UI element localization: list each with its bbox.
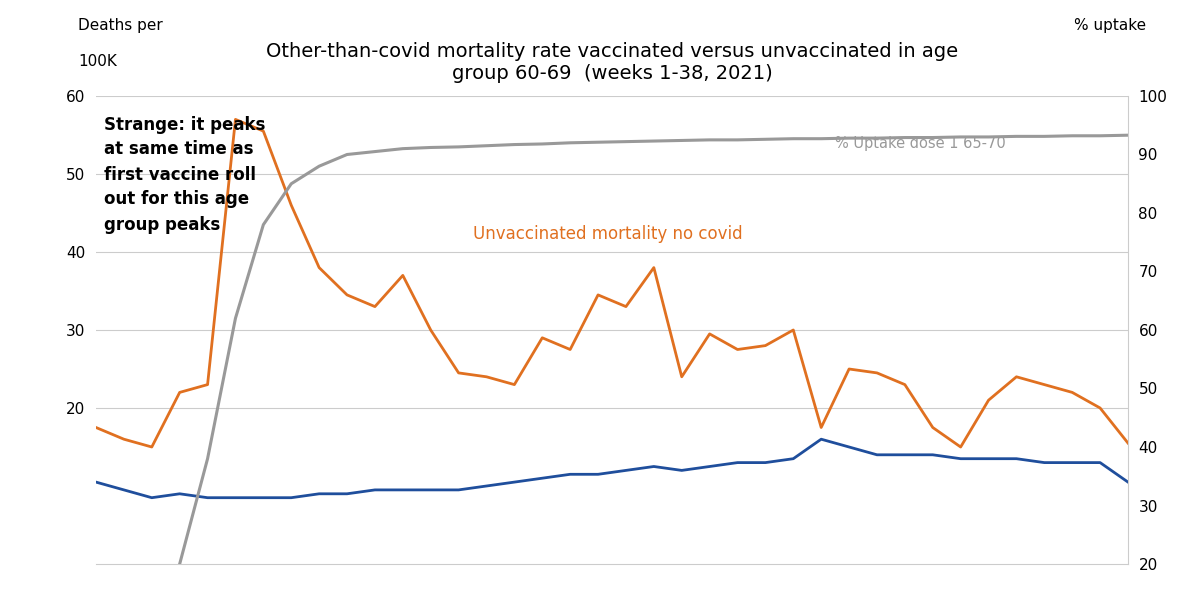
Text: % Uptake dose 1 65-70: % Uptake dose 1 65-70 [835,136,1006,151]
Title: Other-than-covid mortality rate vaccinated versus unvaccinated in age
group 60-6: Other-than-covid mortality rate vaccinat… [266,43,958,83]
Text: 100K: 100K [78,54,116,69]
Text: % uptake: % uptake [1074,18,1146,33]
Text: Strange: it peaks
at same time as
first vaccine roll
out for this age
group peak: Strange: it peaks at same time as first … [104,115,265,233]
Text: Unvaccinated mortality no covid: Unvaccinated mortality no covid [473,225,742,243]
Text: Deaths per: Deaths per [78,18,163,33]
